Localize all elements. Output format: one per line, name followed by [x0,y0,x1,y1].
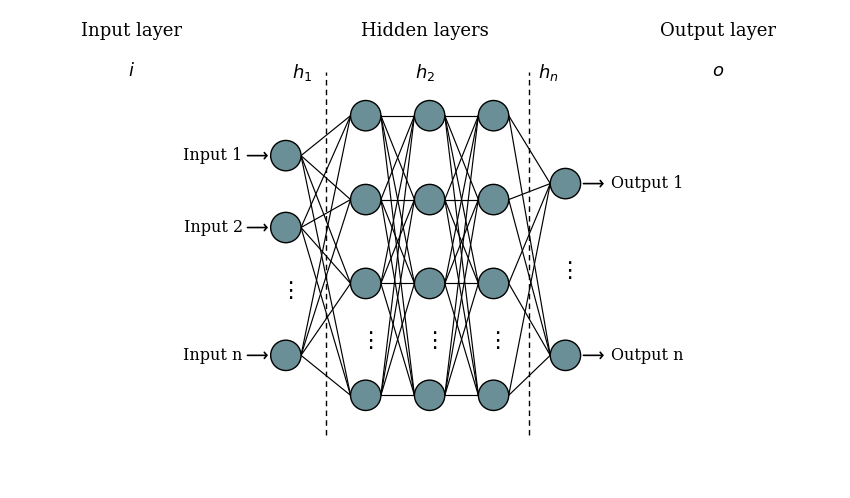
Circle shape [550,168,581,199]
Text: Input layer: Input layer [82,22,182,40]
Text: $\vdots$: $\vdots$ [279,280,293,302]
Text: Input 2: Input 2 [184,219,243,236]
Circle shape [415,380,445,410]
Text: $h_1$: $h_1$ [292,62,312,83]
Text: Input 1: Input 1 [184,147,243,164]
Circle shape [415,268,445,299]
Text: Hidden layers: Hidden layers [361,22,489,40]
Circle shape [350,101,381,131]
Circle shape [270,212,301,243]
Text: Output layer: Output layer [660,22,776,40]
Circle shape [270,340,301,371]
Circle shape [479,101,508,131]
Text: $o$: $o$ [712,62,724,80]
Text: Input n: Input n [184,347,243,364]
Circle shape [479,380,508,410]
Circle shape [350,268,381,299]
Circle shape [415,184,445,215]
Text: Output n: Output n [610,347,683,364]
Circle shape [350,184,381,215]
Circle shape [270,140,301,171]
Circle shape [479,184,508,215]
Text: $i$: $i$ [128,62,135,80]
Circle shape [350,380,381,410]
Circle shape [479,268,508,299]
Text: $\vdots$: $\vdots$ [486,330,501,353]
Text: $h_2$: $h_2$ [415,62,435,83]
Text: $h_n$: $h_n$ [538,62,558,83]
Text: $\vdots$: $\vdots$ [359,330,373,353]
Circle shape [550,340,581,371]
Circle shape [415,101,445,131]
Text: $\vdots$: $\vdots$ [558,260,573,282]
Text: Output 1: Output 1 [610,175,683,192]
Text: $\vdots$: $\vdots$ [422,330,437,353]
